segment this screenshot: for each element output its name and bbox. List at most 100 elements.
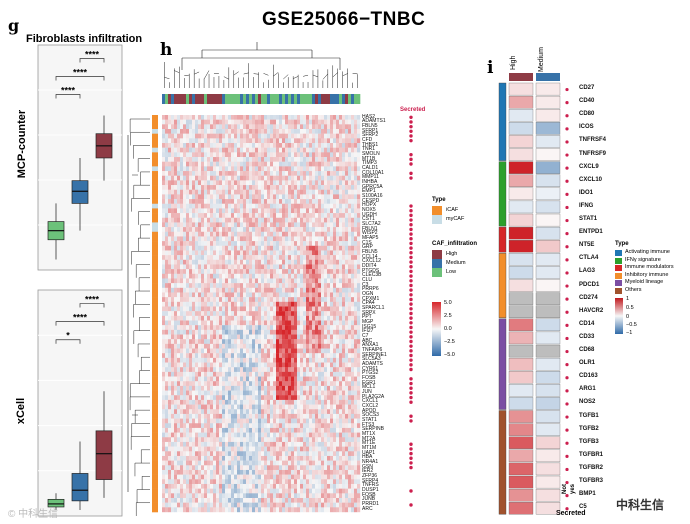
immune-secreted-dot	[565, 454, 569, 458]
heatmap-gene-label: C1S	[362, 239, 372, 246]
secreted-dot	[409, 279, 413, 283]
immune-cell	[535, 502, 561, 515]
immune-secreted-dot	[565, 179, 569, 183]
sig-bracket-2	[79, 58, 105, 63]
immune-cell	[535, 240, 561, 253]
i-scale-tick-0: 0	[626, 314, 630, 320]
immune-cell	[535, 305, 561, 318]
heatmap-gene-label: TNR1	[362, 146, 376, 153]
heatmap-gene-label: PTGDS	[362, 267, 380, 274]
heatmap-gene-label: ABC	[362, 337, 373, 344]
immune-secreted-dot	[565, 140, 569, 144]
immune-secreted-dot	[565, 153, 569, 157]
mycaf-label: myCAF	[446, 216, 465, 222]
sig-label-2: ****	[85, 50, 100, 60]
secreted-dot	[409, 152, 413, 157]
immune-cell	[508, 344, 534, 358]
heatmap-gene-label: UAP1	[362, 449, 376, 456]
secreted-dot	[409, 265, 413, 269]
heatmap-gene-label: DDIT4	[362, 262, 377, 269]
secreted-dot	[409, 447, 413, 451]
sig-bracket-1	[55, 321, 105, 326]
immune-secreted-dot	[565, 297, 569, 301]
immune-cell	[535, 148, 561, 161]
caf-medium-label: Medium	[446, 260, 466, 266]
immune-cell	[508, 397, 534, 410]
immune-gene-label: ARG1	[579, 386, 596, 393]
secreted-dot	[409, 157, 413, 162]
secreted-dot	[409, 489, 413, 493]
immune-cell	[508, 488, 534, 502]
immune-cell	[508, 292, 534, 305]
sig-bracket-0	[55, 94, 81, 99]
caf-low-swatch	[432, 268, 442, 277]
immune-gene-label: TNFRSF4	[579, 137, 606, 144]
immune-gene-label: HAVCR2	[579, 307, 604, 314]
heatmap-gene-label: SFRP2	[362, 132, 379, 139]
immune-cell	[508, 357, 534, 371]
secreted-dot	[409, 283, 413, 288]
heatmap-gene-label: INHBA	[362, 178, 378, 185]
heatmap-gene-label: CALD1	[362, 164, 379, 171]
heatmap-gene-label: TNFAIP6	[362, 347, 383, 354]
heatmap-gene-label: APOD	[362, 407, 377, 414]
heatmap-gene-label: SRPX	[362, 309, 376, 316]
i-legend-swatch	[615, 250, 622, 256]
secreted-dot	[409, 503, 413, 507]
heatmap-gene-label: NR4A1	[362, 459, 379, 466]
secreted-dot	[409, 260, 413, 264]
secreted-dot	[409, 339, 413, 344]
column-header-high	[509, 73, 533, 81]
box-high	[95, 430, 113, 480]
heatmap-cells	[162, 115, 361, 513]
immune-cell	[535, 187, 561, 201]
heatmap-gene-label: PRRD1	[362, 501, 379, 508]
immune-secreted-dot	[565, 467, 569, 472]
group-bar-myeloid-lineage	[498, 318, 507, 410]
i-legend-label: IFNγ signature	[625, 256, 661, 263]
heatmap-gene-label: GRP	[362, 244, 373, 251]
heatmap-gene-label: MT1E	[362, 440, 376, 447]
immune-gene-label: TNFRSF9	[579, 150, 606, 157]
heatmap-gene-label: THBS1	[362, 141, 379, 148]
secreted-dot	[409, 138, 413, 143]
heatmap-gene-label: CESPD	[362, 197, 380, 204]
secreted-dots	[409, 115, 413, 507]
heatmap-gene-label: ZFP36	[362, 473, 378, 480]
secreted-dot	[409, 237, 413, 241]
i-legend-label: Activating immune	[625, 249, 670, 255]
immune-secreted-dot	[565, 402, 569, 406]
group-bar-others	[498, 410, 507, 515]
secreted-dot	[409, 269, 413, 274]
heatmap-gene-label: CLEC3B	[362, 272, 382, 279]
immune-cell	[508, 305, 534, 318]
i-scale-tick-neg0-5: −0.5	[626, 322, 637, 328]
immune-gene-label: BMP1	[579, 491, 596, 498]
immune-gene-label: STAT1	[579, 216, 598, 222]
immune-cell	[508, 331, 534, 345]
heatmap-gene-label: CXCL2	[362, 403, 379, 410]
immune-gene-label: CXCL10	[579, 176, 603, 183]
heatmap-gene-label: ADAMTS1	[362, 118, 386, 125]
immune-cell	[535, 95, 561, 109]
heatmap-gene-label: CXCL1	[362, 398, 379, 405]
immune-secreted-dot	[565, 271, 569, 275]
immune-cell	[535, 410, 561, 423]
secreted-dot	[409, 451, 413, 456]
immune-gene-label: IFNG	[579, 202, 594, 209]
group-bar-inhibitory-immune	[498, 253, 507, 319]
secreted-dot	[409, 162, 413, 166]
immune-cell	[535, 122, 561, 135]
immune-gene-label: TGFBR1	[579, 451, 603, 458]
heatmap-gene-label: DUSP1	[362, 487, 379, 494]
secreted-dot	[409, 293, 413, 297]
secreted-dot	[409, 297, 413, 302]
secreted-dot	[409, 344, 413, 348]
heatmap-gene-label: SMOLN	[362, 150, 380, 157]
heatmap-gene-label: FBLN5	[362, 122, 378, 129]
immune-cell	[535, 213, 561, 227]
immune-secreted-dot	[565, 363, 569, 367]
immune-secreted-dot	[565, 87, 569, 92]
immune-gene-label: LAG3	[579, 268, 596, 275]
scale-tick-2-5: 2.5	[444, 313, 452, 319]
